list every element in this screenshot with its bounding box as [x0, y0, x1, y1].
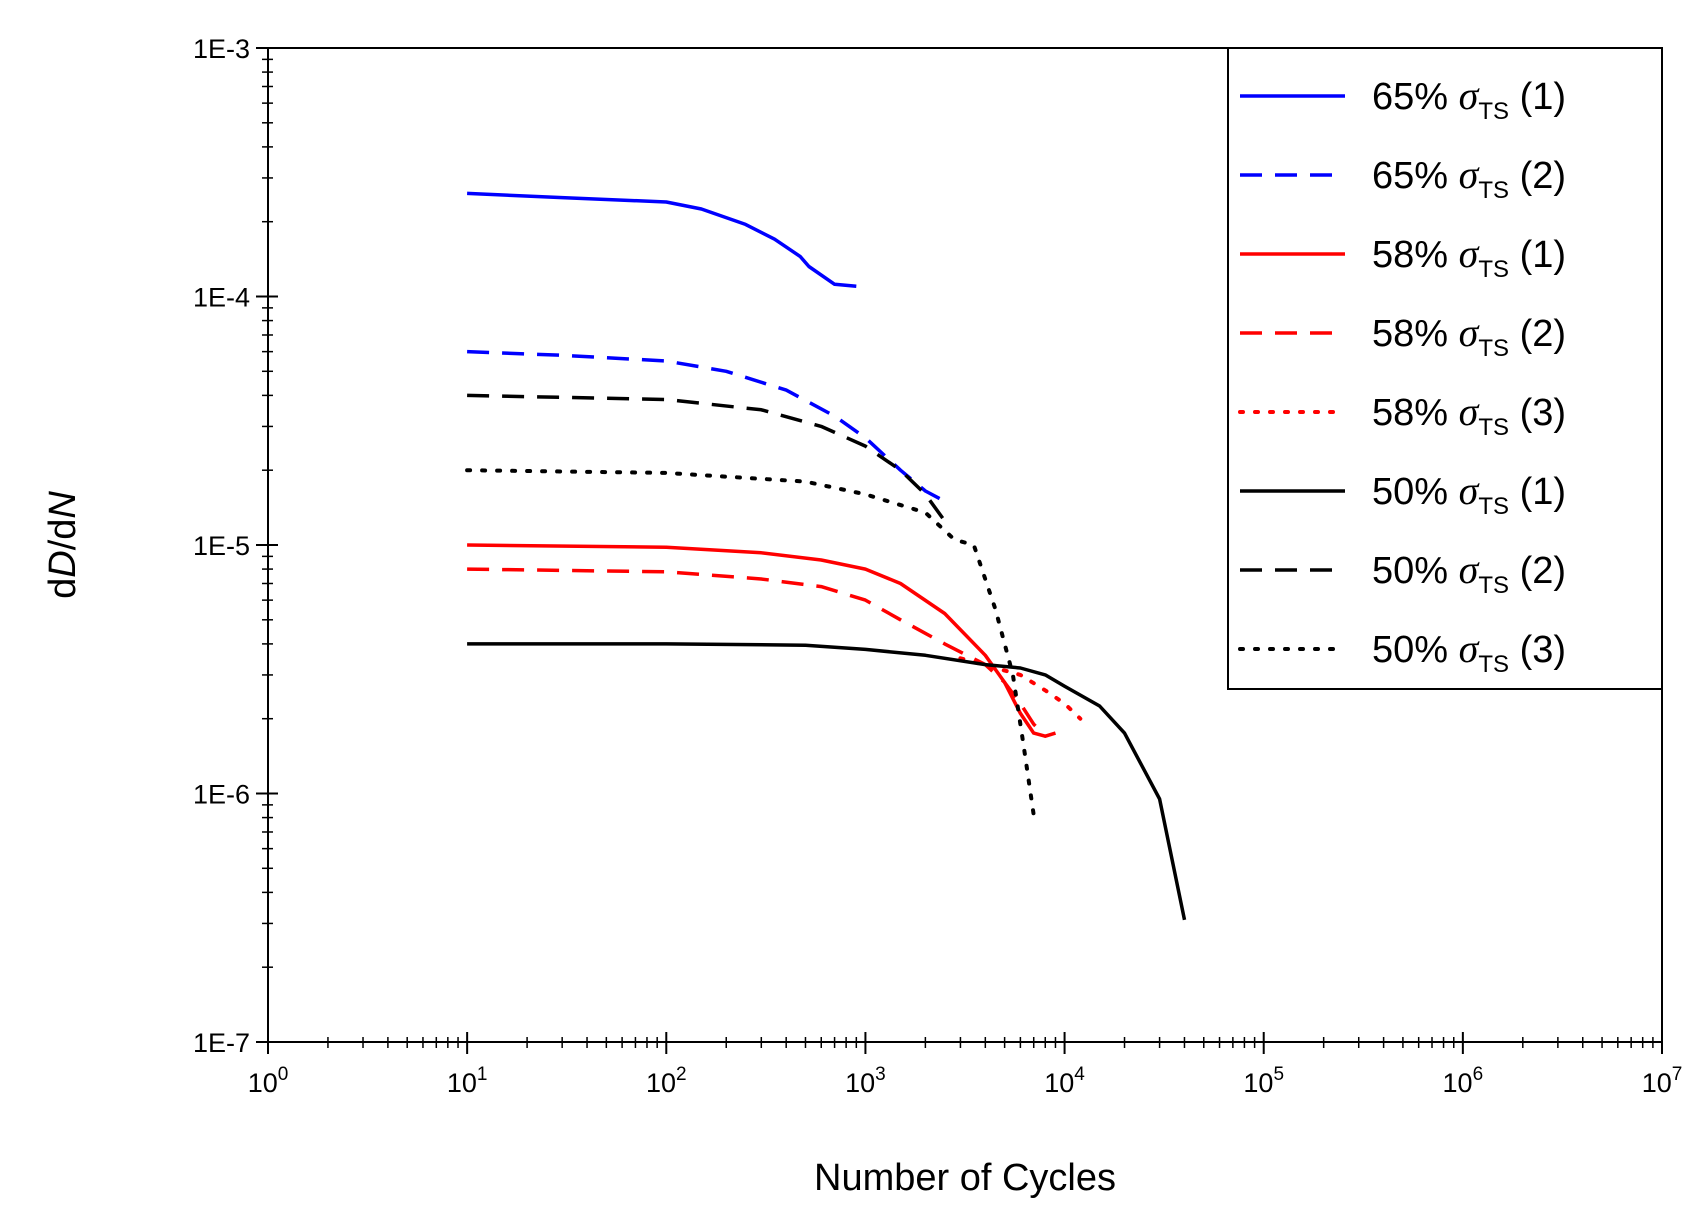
series-line — [467, 349, 946, 503]
legend: 65% σTS (1) 65% σTS (2) 58% σTS (1) 58% σTS… — [1227, 47, 1663, 690]
legend-label: 65% σTS (2) — [1372, 152, 1566, 204]
legend-label: 50% σTS (3) — [1372, 626, 1566, 678]
y-tick-label: 1E-6 — [193, 780, 250, 810]
legend-label: 58% σTS (2) — [1372, 310, 1566, 362]
y-tick-label: 1E-4 — [193, 283, 250, 313]
y-axis-title: dD/dN — [42, 491, 84, 599]
y-tick-label: 1E-3 — [193, 34, 250, 64]
x-tick-label: 104 — [1044, 1064, 1085, 1098]
legend-box — [1227, 47, 1663, 690]
series-layer — [465, 191, 1187, 921]
series-line — [467, 393, 947, 522]
legend-label: 50% σTS (2) — [1372, 547, 1566, 599]
x-tick-label: 107 — [1642, 1064, 1683, 1098]
x-tick-label: 100 — [248, 1064, 289, 1098]
series-line — [467, 567, 1057, 738]
legend-label: 65% σTS (1) — [1372, 73, 1566, 125]
y-tick-label: 1E-7 — [193, 1028, 250, 1058]
x-tick-label: 103 — [845, 1064, 886, 1098]
legend-label: 58% σTS (1) — [1372, 231, 1566, 283]
x-axis-title: Number of Cycles — [814, 1157, 1116, 1199]
x-tick-label: 105 — [1243, 1064, 1284, 1098]
legend-label: 58% σTS (3) — [1372, 389, 1566, 441]
series-line — [467, 543, 1046, 738]
tick-labels: 100 101 102 103 104 105 106 107 1E-7 1E-6 1E-5 1E-4… — [193, 34, 1682, 1098]
x-tick-label: 106 — [1443, 1064, 1484, 1098]
legend-label: 50% σTS (1) — [1372, 468, 1566, 520]
y-tick-label: 1E-5 — [193, 531, 250, 561]
x-tick-label: 102 — [646, 1064, 687, 1098]
series-line — [467, 642, 1187, 921]
series-line — [467, 191, 857, 288]
x-tick-label: 101 — [447, 1064, 488, 1098]
